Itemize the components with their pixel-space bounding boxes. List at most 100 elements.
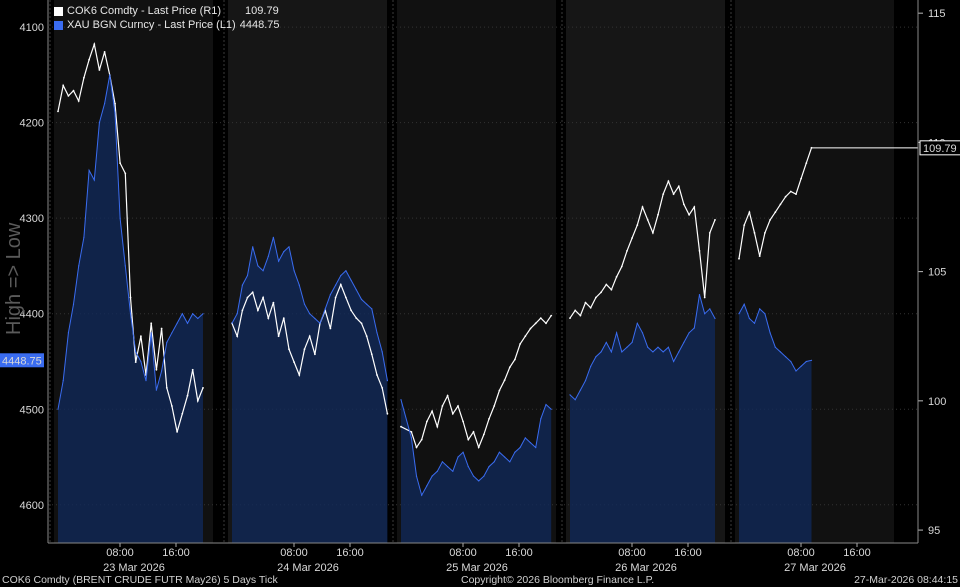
left-tick-label: 4600 <box>20 500 44 512</box>
brent-point <box>789 190 792 193</box>
brent-point <box>758 255 761 257</box>
brent-point <box>545 322 547 325</box>
legend-item-brent[interactable]: COK6 Comdty - Last Price (R1) 109.79 <box>54 4 279 18</box>
brent-point <box>426 420 428 423</box>
brent-point <box>753 232 756 234</box>
gold-area-segment <box>570 294 715 543</box>
brent-point <box>584 301 587 304</box>
brent-point <box>129 296 132 299</box>
time-tick-label: 16:00 <box>505 547 533 559</box>
gold-point <box>381 351 383 353</box>
gold-point <box>621 351 623 353</box>
gold-point <box>161 370 163 372</box>
gold-point <box>610 351 613 353</box>
gold-point <box>514 451 516 453</box>
brent-point <box>165 387 168 389</box>
brent-point <box>693 206 696 208</box>
y-axis-label: High => Low <box>3 222 25 335</box>
gold-point <box>415 475 418 477</box>
gold-area-segment <box>401 399 552 543</box>
gold-point <box>129 313 132 315</box>
gold-point <box>641 332 644 334</box>
gold-point <box>698 294 701 296</box>
brent-point <box>376 374 378 376</box>
gold-point <box>545 403 547 406</box>
gold-point <box>748 317 751 320</box>
brent-point <box>688 213 690 216</box>
gold-point <box>366 303 368 305</box>
day-label: 25 Mar 2026 <box>446 562 508 574</box>
brent-point <box>738 257 740 260</box>
gold-point <box>535 446 537 449</box>
brent-point <box>667 180 670 183</box>
brent-point <box>748 211 751 214</box>
brent-point <box>446 394 449 397</box>
gold-point <box>436 470 438 472</box>
brent-point <box>329 327 332 330</box>
gold-point <box>769 332 771 334</box>
gold-point <box>704 313 706 315</box>
gold-point <box>155 389 157 391</box>
brent-point <box>77 100 80 102</box>
brent-point <box>477 446 480 449</box>
brent-point <box>293 361 295 363</box>
brent-point <box>508 366 511 369</box>
gold-point <box>57 408 59 410</box>
time-tick-label: 16:00 <box>674 547 702 559</box>
footer-copyright: Copyright© 2026 Bloomberg Finance L.P. <box>461 574 655 586</box>
gold-point <box>355 289 357 291</box>
gold-point <box>67 332 69 334</box>
gold-point <box>805 360 807 363</box>
gold-point <box>114 112 116 114</box>
brent-point <box>683 203 685 206</box>
time-tick-label: 08:00 <box>618 547 646 559</box>
legend-item-gold[interactable]: XAU BGN Curncy - Last Price (L1) 4448.75 <box>54 18 279 32</box>
gold-point <box>431 475 433 477</box>
brent-point <box>672 193 675 196</box>
gold-point <box>600 351 602 353</box>
brent-point <box>67 95 70 97</box>
brent-point <box>764 232 766 234</box>
gold-point <box>519 446 521 449</box>
brent-point <box>626 250 628 252</box>
gold-point <box>579 389 582 391</box>
brent-point <box>119 162 121 165</box>
gold-point <box>743 303 745 305</box>
brent-point <box>386 412 389 415</box>
brent-point <box>795 193 797 196</box>
brent-point <box>160 327 163 330</box>
gold-point <box>441 461 443 463</box>
brent-point <box>334 296 337 299</box>
gold-point <box>192 313 194 315</box>
brent-point <box>595 296 597 299</box>
legend-label-brent: COK6 Comdty - Last Price (R1) <box>67 5 222 17</box>
brent-point <box>314 353 316 356</box>
brent-point <box>472 431 475 433</box>
gold-point <box>324 308 326 310</box>
brent-point <box>171 405 173 407</box>
brent-point <box>457 405 459 407</box>
brent-point <box>441 405 444 407</box>
gold-point <box>145 380 147 382</box>
gold-point <box>810 359 813 361</box>
gold-point <box>83 236 85 238</box>
brent-point <box>519 343 521 345</box>
gold-point <box>140 360 142 363</box>
brent-point <box>514 358 516 361</box>
gold-point <box>529 442 532 444</box>
brent-point <box>431 410 433 413</box>
brent-point <box>534 322 537 325</box>
gold-point <box>283 251 285 253</box>
brent-point <box>236 335 239 338</box>
gold-point <box>272 236 274 238</box>
brent-point <box>282 317 285 319</box>
legend-value-gold: 4448.75 <box>239 19 280 31</box>
gold-point <box>493 461 495 463</box>
brent-point <box>698 250 701 252</box>
right-tick-label: 100 <box>928 396 946 408</box>
gold-point <box>452 470 454 472</box>
brent-point <box>186 394 189 397</box>
brent-point <box>365 335 368 338</box>
gold-point <box>693 327 695 329</box>
gold-point <box>498 451 500 453</box>
